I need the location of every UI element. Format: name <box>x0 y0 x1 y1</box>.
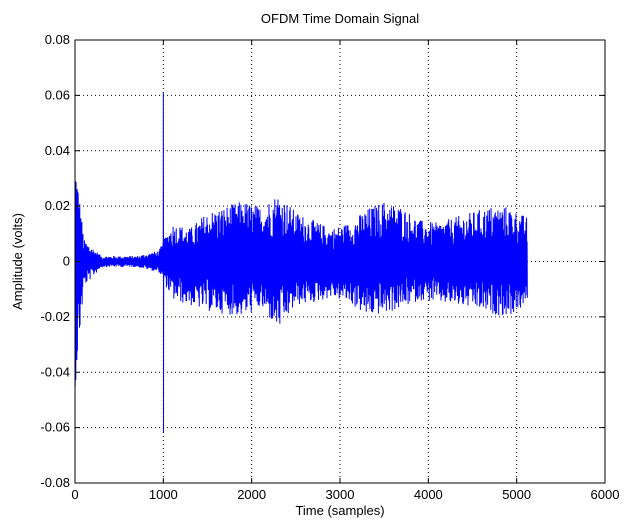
y-tick-label: -0.06 <box>40 420 70 435</box>
x-tick-label: 4000 <box>414 487 443 502</box>
series-layer <box>74 92 528 434</box>
x-axis-ticks: 0 1000 2000 3000 4000 5000 6000 <box>71 40 619 502</box>
x-tick-label: 6000 <box>591 487 620 502</box>
x-tick-label: 2000 <box>237 487 266 502</box>
x-tick-label: 0 <box>71 487 78 502</box>
x-tick-label: 1000 <box>149 487 178 502</box>
y-tick-label: 0.02 <box>45 198 70 213</box>
y-tick-label: 0 <box>63 254 70 269</box>
y-tick-label: -0.08 <box>40 475 70 490</box>
chart-title: OFDM Time Domain Signal <box>261 11 419 26</box>
y-tick-label: 0.06 <box>45 87 70 102</box>
x-axis-label: Time (samples) <box>295 503 384 518</box>
y-tick-label: -0.04 <box>40 364 70 379</box>
y-tick-label: 0.08 <box>45 32 70 47</box>
y-tick-label: -0.02 <box>40 309 70 324</box>
signal-series-line <box>74 92 528 434</box>
x-tick-label: 5000 <box>502 487 531 502</box>
y-tick-label: 0.04 <box>45 143 70 158</box>
x-tick-label: 3000 <box>326 487 355 502</box>
y-axis-label: Amplitude (volts) <box>10 213 25 310</box>
y-axis-ticks: 0.08 0.06 0.04 0.02 0 -0.02 -0.04 -0.06 -0.08 <box>40 32 605 490</box>
